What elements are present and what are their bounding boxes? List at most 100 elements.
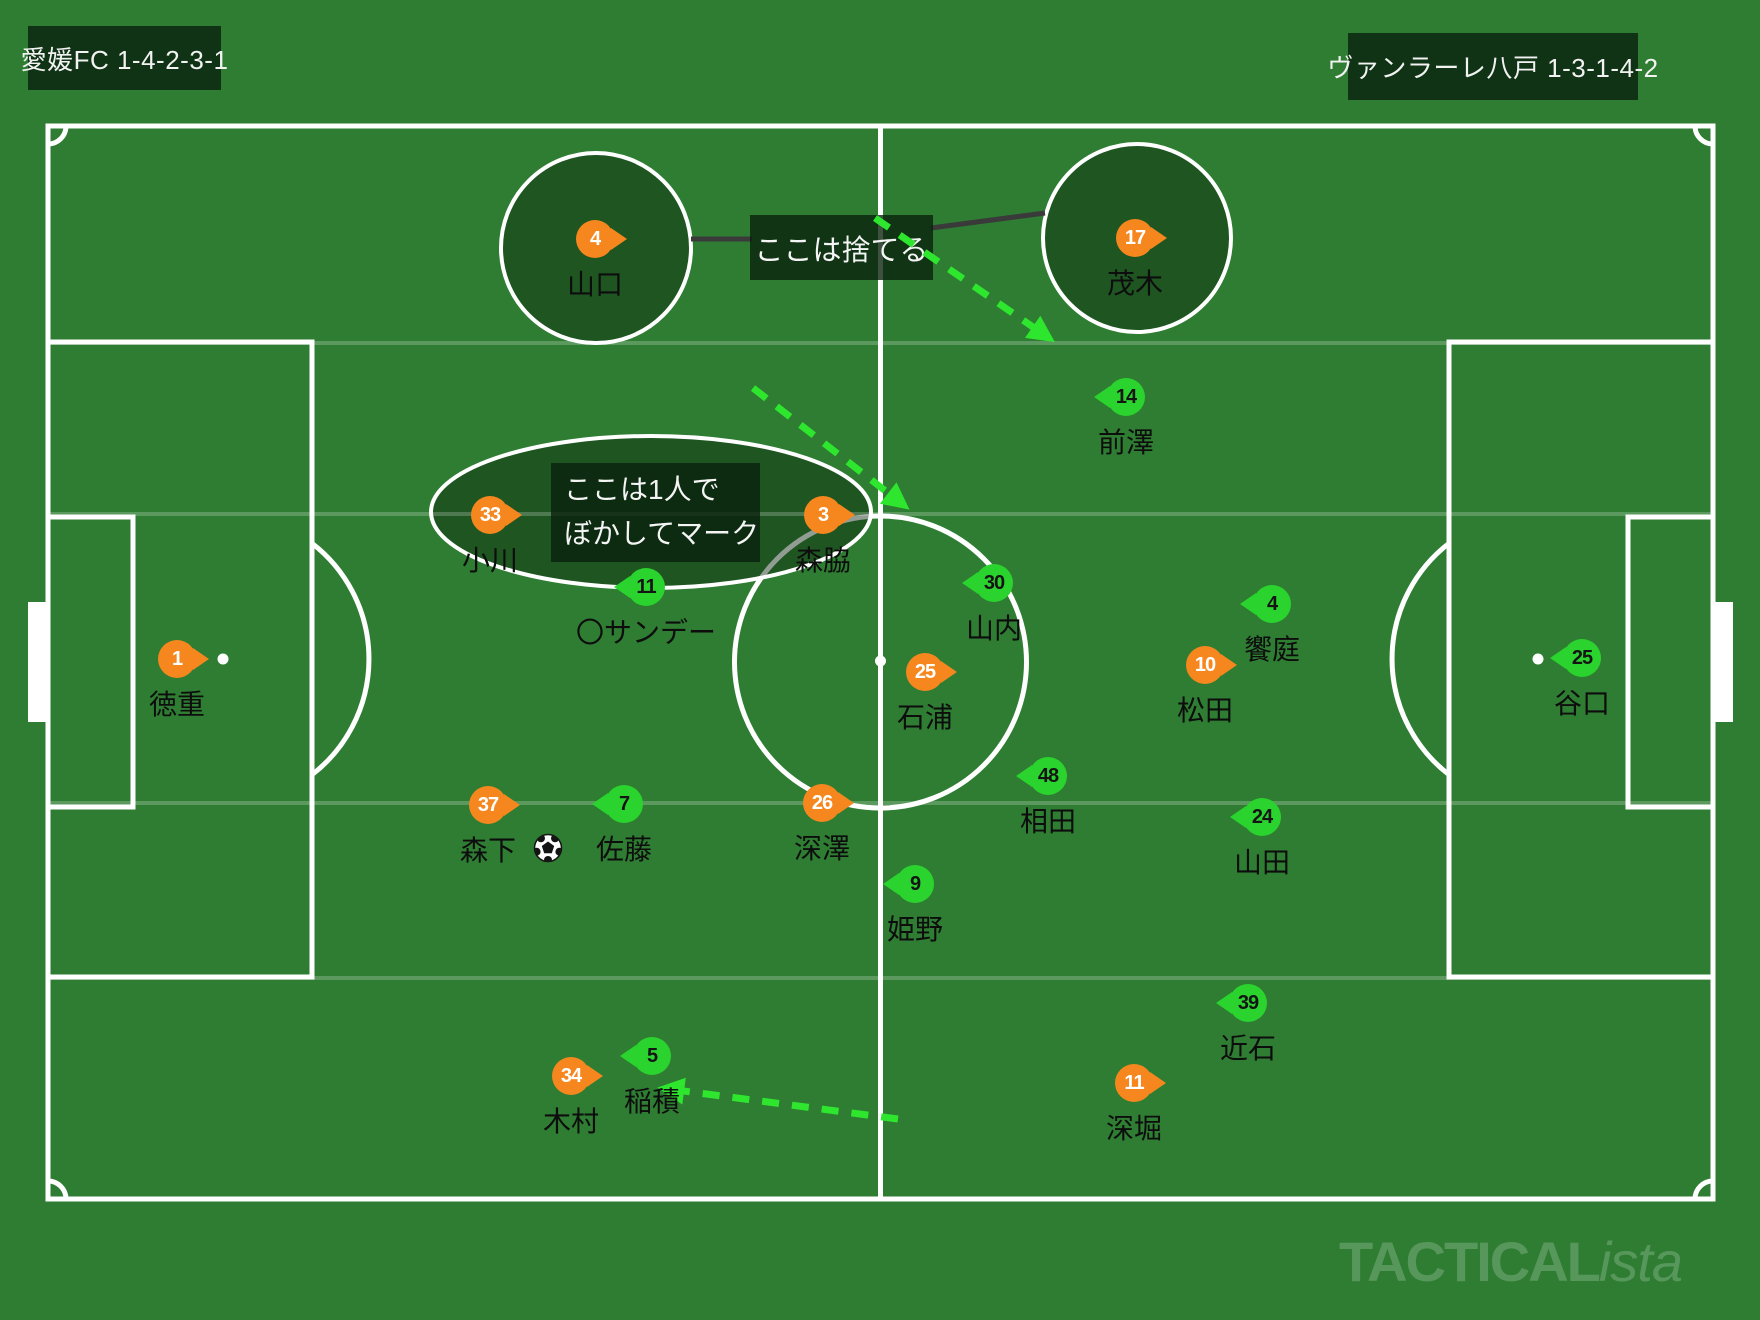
player-marker[interactable]: 39 近石 <box>1216 984 1276 1064</box>
player-name-label: 山口 <box>566 269 624 300</box>
player-number-badge: 48 <box>1029 757 1067 795</box>
player-marker[interactable]: 4 山口 <box>567 220 627 300</box>
player-marker[interactable]: 17 茂木 <box>1107 219 1167 299</box>
direction-triangle <box>962 572 978 594</box>
player-name-label: 〇サンデー <box>575 617 717 648</box>
direction-triangle <box>1230 806 1246 828</box>
left-goal-area <box>45 514 136 810</box>
direction-triangle <box>1150 1072 1166 1094</box>
pitch-spots <box>217 653 1544 667</box>
player-number-badge: 4 <box>1253 585 1291 623</box>
player-name-label: 森脇 <box>794 545 852 576</box>
player-name-label: 姫野 <box>886 914 944 945</box>
player-number: 25 <box>914 660 936 683</box>
player-marker[interactable]: 7 佐藤 <box>592 785 652 865</box>
player-marker[interactable]: 11 〇サンデー <box>576 568 716 648</box>
player-marker[interactable]: 48 相田 <box>1016 757 1076 837</box>
player-marker[interactable]: 25 石浦 <box>897 653 957 733</box>
player-marker[interactable]: 25 谷口 <box>1550 639 1610 719</box>
right-goal-area <box>1625 514 1716 810</box>
player-number: 3 <box>817 503 829 526</box>
player-marker[interactable]: 5 稲積 <box>620 1037 680 1117</box>
player-number: 4 <box>1266 592 1278 615</box>
run-arrow-bottom[interactable] <box>657 1077 899 1123</box>
home-team-label-text: 愛媛FC 1-4-2-3-1 <box>20 44 229 75</box>
player-name-label: 饗庭 <box>1243 634 1301 665</box>
callout-discard-label[interactable]: ここは捨てる <box>750 215 933 280</box>
player-marker[interactable]: 3 森脇 <box>795 496 855 576</box>
player-marker[interactable]: 24 山田 <box>1230 798 1290 878</box>
player-name-label: 深堀 <box>1105 1113 1163 1144</box>
player-marker[interactable]: 4 饗庭 <box>1240 585 1300 665</box>
player-name-label: 相田 <box>1019 806 1077 837</box>
player-number-badge: 14 <box>1107 378 1145 416</box>
direction-triangle <box>838 792 854 814</box>
player-name-label: 小川 <box>461 545 519 576</box>
direction-triangle <box>1151 227 1167 249</box>
player-marker[interactable]: 9 姫野 <box>883 865 943 945</box>
player-number-badge: 30 <box>975 564 1013 602</box>
home-team-label[interactable]: 愛媛FC 1-4-2-3-1 <box>21 26 228 90</box>
callout-mark-line2: ぼかしてマーク <box>564 518 760 549</box>
center-spot <box>875 655 886 667</box>
player-number-badge: 11 <box>627 568 665 606</box>
direction-triangle <box>883 873 899 895</box>
callout-connectors <box>691 210 1046 242</box>
player-name-label: 山田 <box>1233 847 1291 878</box>
player-number: 17 <box>1124 226 1146 249</box>
player-name-label: 森下 <box>459 835 517 866</box>
right-goal <box>1713 602 1733 722</box>
player-marker[interactable]: 33 小川 <box>462 496 522 576</box>
direction-triangle <box>1240 593 1256 615</box>
corner-arcs <box>47 125 1714 1200</box>
player-number-badge: 4 <box>576 220 614 258</box>
player-number-badge: 34 <box>552 1057 590 1095</box>
left-goal <box>28 602 48 722</box>
player-number: 7 <box>618 792 630 815</box>
player-name-label: 深澤 <box>793 833 851 864</box>
player-name-label: 茂木 <box>1106 268 1164 299</box>
left-penalty-spot <box>217 653 229 665</box>
direction-triangle <box>614 576 630 598</box>
player-number-badge: 1 <box>158 640 196 678</box>
left-penalty-arc <box>310 541 372 777</box>
player-name-label: 近石 <box>1219 1033 1277 1064</box>
away-team-label[interactable]: ヴァンラーレ八戸 1-3-1-4-2 <box>1327 33 1658 100</box>
player-number-badge: 39 <box>1229 984 1267 1022</box>
player-marker[interactable]: 34 木村 <box>543 1057 603 1137</box>
run-arrow-middle[interactable] <box>750 385 910 510</box>
player-number-badge: 25 <box>1563 639 1601 677</box>
direction-triangle <box>1221 654 1237 676</box>
player-number-badge: 25 <box>906 653 944 691</box>
callout-mark-label[interactable]: ここは1人で ぼかしてマーク <box>551 463 760 562</box>
direction-triangle <box>1550 647 1566 669</box>
player-number: 39 <box>1237 991 1259 1014</box>
player-name-label: 前澤 <box>1097 427 1155 458</box>
watermark: TACTICALista <box>1339 1234 1683 1290</box>
player-number: 48 <box>1037 764 1059 787</box>
player-number: 34 <box>560 1064 582 1087</box>
ball[interactable] <box>533 833 564 864</box>
player-marker[interactable]: 26 深澤 <box>794 784 854 864</box>
watermark-italic: ista <box>1598 1230 1683 1293</box>
player-number: 24 <box>1251 805 1273 828</box>
player-number: 11 <box>636 575 656 598</box>
callout-discard-text: ここは捨てる <box>754 234 929 267</box>
player-name-label: 石浦 <box>896 702 954 733</box>
player-marker[interactable]: 1 徳重 <box>149 640 209 720</box>
player-name-label: 徳重 <box>148 689 206 720</box>
direction-triangle <box>506 504 522 526</box>
player-number-badge: 37 <box>469 786 507 824</box>
player-marker[interactable]: 10 松田 <box>1177 646 1237 726</box>
run-arrow-top[interactable] <box>873 215 1055 343</box>
player-number-badge: 3 <box>804 496 842 534</box>
player-name-label: 佐藤 <box>595 834 653 865</box>
player-marker[interactable]: 37 森下 <box>460 786 520 866</box>
player-number: 14 <box>1115 385 1137 408</box>
player-name-label: 谷口 <box>1553 688 1611 719</box>
player-marker[interactable]: 11 深堀 <box>1106 1064 1166 1144</box>
player-marker[interactable]: 30 山内 <box>962 564 1022 644</box>
player-marker[interactable]: 14 前澤 <box>1094 378 1154 458</box>
